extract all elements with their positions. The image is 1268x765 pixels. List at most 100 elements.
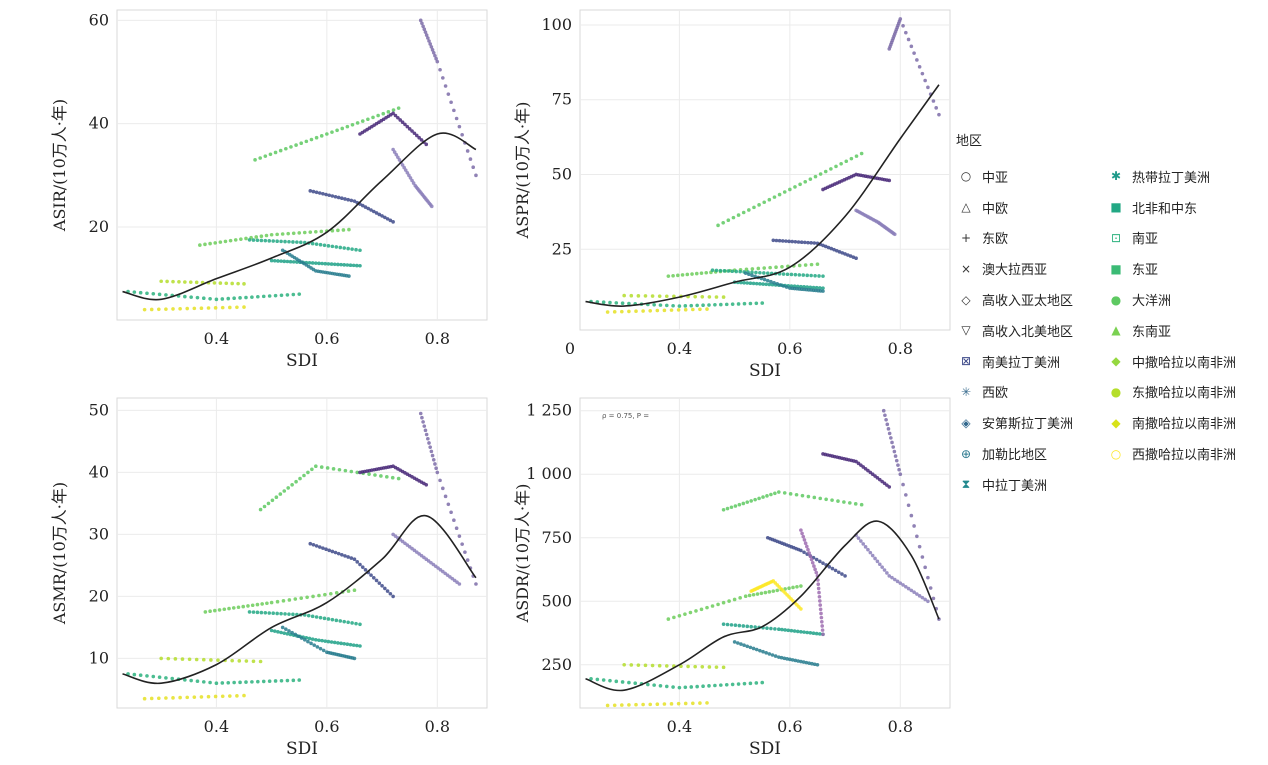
data-point	[885, 422, 890, 427]
data-point	[354, 247, 358, 252]
data-point	[846, 253, 850, 257]
data-point	[725, 622, 730, 627]
legend-item: ● 东撒哈拉以南非洲	[1106, 377, 1256, 408]
data-point	[856, 536, 861, 540]
legend-item: ▽ 高收入北美地区	[956, 315, 1106, 346]
data-point	[326, 244, 331, 248]
data-point	[258, 156, 262, 160]
data-point	[821, 274, 825, 278]
data-point	[279, 259, 283, 263]
legend-label: 高收入亚太地区	[982, 294, 1074, 310]
data-point	[743, 271, 748, 275]
data-point	[657, 663, 662, 668]
data-point	[830, 566, 835, 571]
data-point	[859, 151, 864, 156]
data-point	[280, 625, 285, 630]
data-point	[793, 239, 798, 244]
data-point	[806, 240, 810, 245]
data-point	[235, 305, 239, 310]
data-point	[758, 270, 762, 275]
legend-marker-icon: +	[960, 230, 972, 245]
data-point	[429, 204, 434, 209]
legend-label: 北非和中东	[1132, 201, 1198, 217]
legend-item: ⊕ 加勒比地区	[956, 438, 1106, 469]
data-point	[385, 475, 389, 479]
data-point	[256, 294, 260, 299]
data-point	[765, 278, 770, 283]
data-point	[777, 655, 781, 659]
data-point	[339, 641, 343, 646]
data-point	[297, 292, 302, 296]
data-point	[336, 195, 341, 200]
legend-label: 加勒比地区	[982, 448, 1048, 464]
data-point	[761, 649, 765, 654]
data-point	[775, 588, 780, 593]
data-point	[327, 548, 332, 553]
data-point	[149, 696, 154, 701]
data-point	[892, 449, 897, 454]
data-point	[220, 694, 225, 699]
data-point	[605, 310, 610, 314]
data-point	[266, 501, 271, 506]
data-point	[923, 78, 927, 83]
legend-label: 中亚	[982, 170, 1009, 186]
data-point	[346, 620, 350, 625]
data-point	[287, 629, 291, 633]
legend-label: 东南亚	[1132, 324, 1172, 340]
series-13	[799, 528, 825, 637]
data-point	[396, 106, 401, 110]
data-point	[199, 695, 204, 699]
data-point	[247, 238, 252, 242]
x-tick-label: 0.4	[204, 717, 229, 736]
data-point	[255, 610, 260, 615]
legend-label: 中欧	[982, 201, 1009, 217]
data-point	[721, 220, 725, 225]
data-point	[790, 239, 795, 244]
data-point	[778, 283, 783, 287]
data-point	[319, 134, 324, 138]
data-point	[754, 270, 758, 275]
data-point	[358, 644, 362, 648]
data-point	[320, 261, 324, 266]
data-point	[457, 124, 462, 129]
data-point	[832, 247, 836, 252]
data-point	[330, 549, 335, 554]
y-tick-label: 250	[541, 655, 572, 674]
data-point	[218, 240, 223, 244]
data-point	[901, 482, 905, 487]
data-point	[317, 191, 322, 195]
data-point	[367, 472, 371, 476]
data-point	[213, 694, 218, 699]
data-point	[652, 302, 656, 307]
data-point	[337, 467, 342, 472]
data-point	[238, 296, 242, 300]
data-point	[214, 297, 219, 302]
data-point	[683, 685, 688, 690]
data-point	[912, 51, 916, 55]
series-11	[887, 17, 941, 117]
data-point	[655, 702, 660, 706]
data-point	[742, 643, 746, 648]
data-point	[803, 179, 808, 184]
series-1	[142, 693, 246, 701]
data-point	[750, 267, 755, 271]
data-point	[636, 294, 641, 298]
data-point	[428, 42, 432, 46]
data-point	[792, 629, 797, 633]
data-point	[805, 273, 810, 278]
data-point	[267, 679, 272, 684]
data-point	[765, 494, 769, 498]
data-point	[672, 294, 676, 299]
data-point	[441, 76, 445, 80]
data-point	[830, 498, 834, 502]
data-point	[770, 653, 775, 657]
data-point	[189, 295, 193, 299]
data-point	[842, 500, 846, 504]
data-point	[804, 660, 809, 665]
data-point	[595, 677, 600, 682]
data-point	[457, 534, 462, 538]
data-point	[433, 53, 437, 58]
data-point	[291, 612, 295, 617]
data-point	[793, 272, 798, 277]
series-12	[854, 208, 897, 237]
